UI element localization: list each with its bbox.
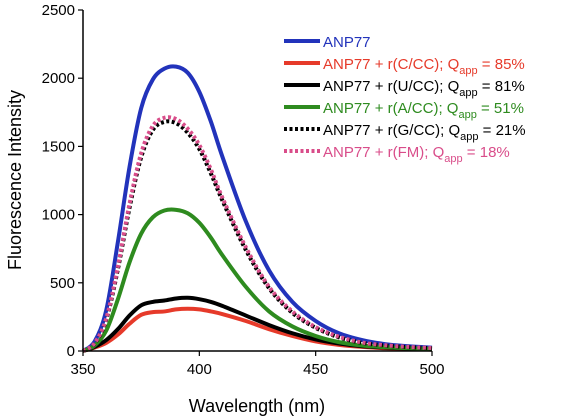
legend-label: ANP77 + r(FM); Qapp = 18% (323, 144, 510, 165)
legend-label: ANP77 (323, 34, 371, 51)
x-tick-label: 500 (419, 361, 444, 378)
y-tick-label: 500 (50, 275, 75, 292)
y-tick-label: 2000 (42, 70, 75, 87)
y-tick-label: 2500 (42, 2, 75, 19)
x-tick-label: 350 (70, 361, 95, 378)
x-tick-label: 400 (187, 361, 212, 378)
y-axis-title: Fluorescence Intensity (5, 90, 25, 270)
series-line (82, 207, 433, 353)
ticks-layer: 350 400 450 500 0 500 1000 1500 2000 2500 (42, 2, 445, 378)
axes-layer (82, 10, 432, 352)
y-tick-label: 0 (67, 343, 75, 360)
y-tick-label: 1500 (42, 138, 75, 155)
legend-label: ANP77 + r(U/CC); Qapp = 81% (323, 78, 525, 99)
x-axis-title: Wavelength (nm) (189, 396, 325, 416)
x-tick-label: 450 (303, 361, 328, 378)
series-line (81, 115, 433, 353)
legend-label: ANP77 + r(G/CC); Qapp = 21% (323, 122, 526, 143)
series-layer (81, 64, 433, 353)
legend-label: ANP77 + r(A/CC); Qapp = 51% (323, 100, 524, 121)
legend-label: ANP77 + r(C/CC); Qapp = 85% (323, 56, 525, 77)
y-tick-label: 1000 (42, 207, 75, 224)
series-line (81, 64, 433, 353)
